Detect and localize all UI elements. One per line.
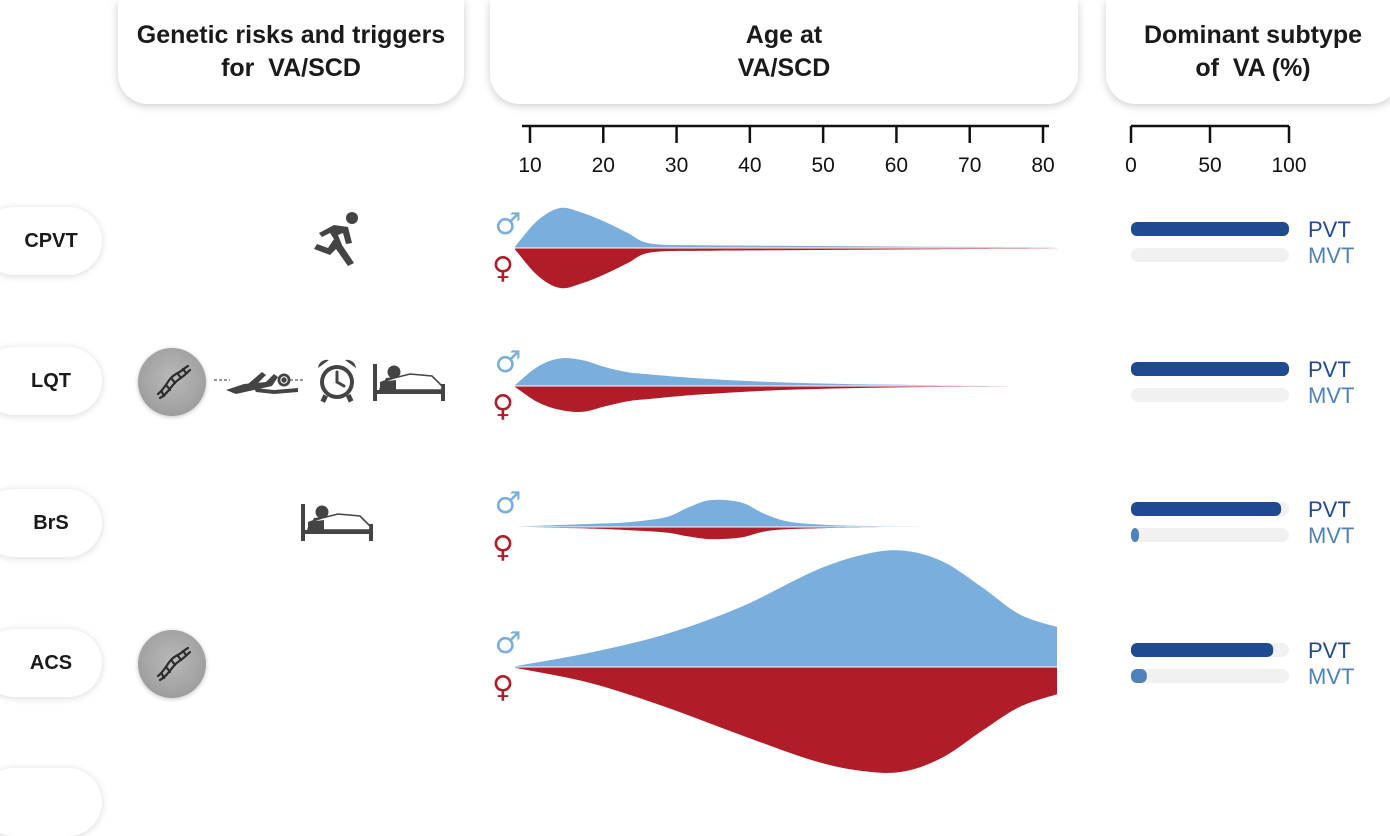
- bar-label-mvt: MVT: [1308, 243, 1354, 268]
- male-symbol-icon: ♂: [495, 486, 522, 521]
- header-genetic-risks: Genetic risks and triggers for VA/SCD: [118, 0, 464, 104]
- age-and-subtype-charts: 10 20 30 40 50 60 70 80♂♀♂♀♂♀♂♀0 50 100PVTMVTPVTM…: [492, 124, 1354, 773]
- density-male-lqt: [515, 358, 1057, 386]
- density-male-acs: [515, 550, 1057, 667]
- age-tick-label: 30: [665, 154, 688, 177]
- age-tick-label: 50: [811, 154, 834, 177]
- bar-pvt-cpvt: [1131, 222, 1289, 236]
- age-tick-label: 80: [1031, 154, 1054, 177]
- subtype-tick-label: 0: [1125, 154, 1137, 177]
- row-label-text: LQT: [31, 369, 71, 392]
- density-male-brs: [515, 499, 1057, 527]
- header-age: Age at VA/SCD: [490, 0, 1078, 104]
- bar-track: [1131, 528, 1289, 542]
- dna-icon: [138, 630, 206, 698]
- density-female-cpvt: [515, 248, 1057, 289]
- density-female-brs: [515, 527, 1057, 540]
- subtype-tick-label: 50: [1198, 154, 1221, 177]
- female-symbol-icon: ♀: [492, 530, 514, 565]
- bar-label-pvt: PVT: [1308, 357, 1351, 382]
- header-subtype: Dominant subtype of VA (%): [1106, 0, 1390, 104]
- row-label-brs: BrS: [0, 489, 102, 557]
- bar-label-mvt: MVT: [1308, 664, 1354, 689]
- bar-mvt-acs: [1131, 669, 1147, 683]
- runner-icon: [314, 212, 358, 266]
- row-label-text: CPVT: [24, 229, 78, 252]
- header-genetic-line2: for VA/SCD: [221, 54, 361, 82]
- row-label-lqt: LQT: [0, 347, 102, 415]
- swimmer-icon: [214, 372, 304, 394]
- header-age-line1: Age at: [745, 21, 823, 49]
- row-label-text: ACS: [29, 651, 73, 674]
- density-male-cpvt: [515, 207, 1057, 248]
- age-tick-label: 10: [518, 154, 541, 177]
- subtype-tick-label: 100: [1271, 154, 1306, 177]
- row-label-text: BrS: [33, 511, 69, 534]
- male-symbol-icon: ♂: [495, 345, 522, 380]
- bed-icon: [301, 504, 373, 541]
- alarm-clock-icon: [318, 359, 356, 403]
- bar-pvt-acs: [1131, 643, 1274, 657]
- male-symbol-icon: ♂: [495, 626, 522, 661]
- header-subtype-line1: Dominant subtype: [1143, 21, 1363, 49]
- bar-label-mvt: MVT: [1308, 383, 1354, 408]
- bar-label-pvt: PVT: [1308, 497, 1351, 522]
- female-symbol-icon: ♀: [492, 251, 514, 286]
- row-label-cpvt: CPVT: [0, 207, 102, 275]
- bar-label-mvt: MVT: [1308, 523, 1354, 548]
- header-age-line2: VA/SCD: [737, 54, 831, 82]
- bar-track: [1131, 388, 1289, 402]
- age-tick-label: 60: [885, 154, 908, 177]
- density-female-acs: [515, 667, 1057, 773]
- density-female-lqt: [515, 386, 1057, 412]
- bar-track: [1131, 669, 1289, 683]
- female-symbol-icon: ♀: [492, 389, 514, 424]
- female-symbol-icon: ♀: [492, 670, 514, 705]
- male-symbol-icon: ♂: [495, 207, 522, 242]
- header-genetic-line1: Genetic risks and triggers: [136, 21, 446, 49]
- bar-mvt-brs: [1131, 528, 1139, 542]
- bar-pvt-brs: [1131, 502, 1282, 516]
- bar-label-pvt: PVT: [1308, 217, 1351, 242]
- header-subtype-line2: of VA (%): [1195, 54, 1311, 82]
- bar-label-pvt: PVT: [1308, 638, 1351, 663]
- bar-pvt-lqt: [1131, 362, 1289, 376]
- dna-icon: [138, 348, 206, 416]
- age-tick-label: 70: [958, 154, 981, 177]
- age-tick-label: 40: [738, 154, 761, 177]
- row-label-acs: ACS: [0, 629, 102, 697]
- bed-icon: [373, 364, 445, 401]
- age-tick-label: 20: [592, 154, 615, 177]
- bar-track: [1131, 248, 1289, 262]
